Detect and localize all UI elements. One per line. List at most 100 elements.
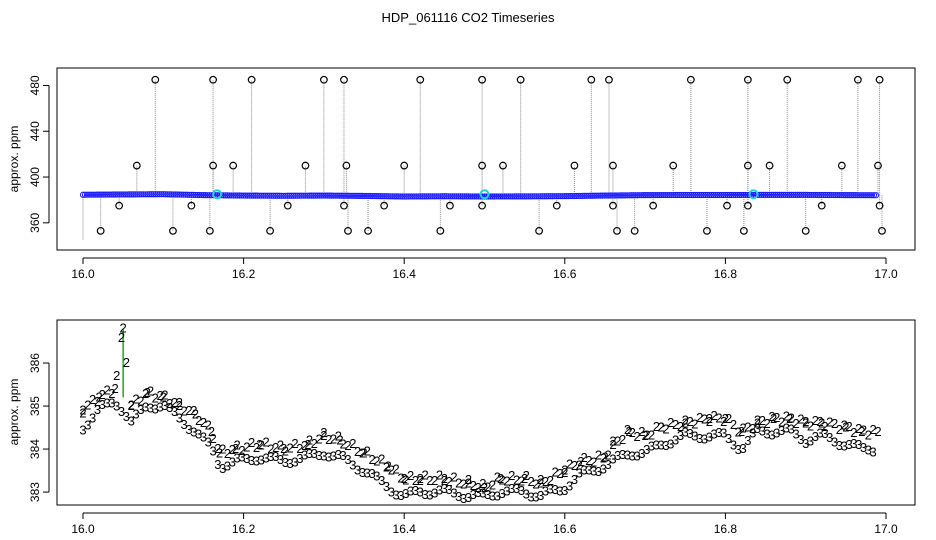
baseline-point	[246, 192, 253, 199]
baseline-point	[224, 192, 231, 199]
baseline-point	[726, 191, 733, 199]
series-2-point: 2	[192, 407, 199, 422]
series-3-marker: 3	[301, 448, 308, 463]
baseline-point	[605, 192, 613, 199]
baseline-point	[842, 192, 849, 199]
bottom-x-tick-label: 16.0	[71, 522, 95, 536]
series-2-marker: 2	[624, 422, 631, 437]
series-2-marker: 2	[619, 432, 626, 447]
series-3-marker: 3	[605, 457, 612, 472]
baseline-point	[362, 192, 370, 200]
baseline-point	[698, 191, 705, 199]
series-2-marker: 2	[272, 440, 279, 455]
series-3-marker: 3	[383, 479, 390, 494]
series-3-marker: 3	[306, 446, 313, 461]
baseline-point	[583, 192, 590, 199]
baseline-point	[132, 191, 139, 198]
series-3-marker: 3	[686, 426, 693, 441]
series-3-marker: 3	[296, 451, 303, 466]
baseline-point	[507, 193, 514, 200]
series-3-marker: 3	[691, 429, 698, 444]
baseline-point	[421, 193, 428, 200]
outlier-point	[535, 226, 544, 235]
series-3-marker: 3	[513, 481, 520, 496]
series-2-marker: 2	[195, 413, 202, 428]
series-3-marker: 3	[176, 411, 183, 426]
series-2-point: 2	[874, 424, 881, 439]
baseline-point	[354, 192, 362, 199]
baseline-point	[619, 192, 627, 199]
baseline-point	[611, 192, 619, 199]
baseline-point	[603, 192, 611, 199]
series-2-marker: 2	[479, 476, 486, 491]
series-3-marker: 3	[320, 449, 327, 464]
series-3-marker: 3	[195, 426, 202, 441]
baseline-point	[204, 192, 211, 199]
baseline-point	[150, 191, 157, 198]
baseline-point	[674, 191, 681, 199]
outlier-point	[570, 161, 579, 170]
baseline-point	[778, 191, 785, 198]
series-3-marker: 3	[682, 425, 689, 440]
top-x-tick-label: 16.6	[553, 267, 577, 281]
baseline-point	[818, 191, 825, 199]
baseline-point	[467, 193, 474, 200]
series-3-marker: 3	[166, 400, 173, 415]
baseline-point	[437, 193, 444, 200]
baseline-point	[774, 191, 781, 198]
series-3-marker: 3	[662, 438, 669, 453]
baseline-point	[112, 191, 119, 198]
baseline-point	[832, 191, 839, 199]
baseline-point	[513, 193, 520, 200]
baseline-point	[517, 193, 524, 200]
series-3-marker: 3	[609, 451, 616, 466]
baseline-point	[766, 191, 773, 198]
outlier-point	[743, 201, 752, 210]
series-2-marker: 2	[836, 422, 843, 437]
series-3-marker: 3	[576, 465, 583, 480]
series-3-marker: 3	[629, 449, 636, 464]
series-2-marker: 2	[778, 414, 785, 429]
bottom-panel-ylabel: approx. ppm	[7, 379, 21, 446]
series-3-marker: 3	[523, 487, 530, 502]
baseline-point	[710, 191, 717, 199]
baseline-point	[846, 192, 853, 199]
series-3-marker: 3	[470, 487, 477, 502]
series-2-marker: 2	[826, 415, 833, 430]
series-3-marker: 3	[171, 404, 178, 419]
series-3-marker: 3	[812, 429, 819, 444]
baseline-point	[118, 191, 125, 198]
baseline-point	[162, 191, 169, 198]
bottom-x-tick-label: 16.8	[714, 522, 738, 536]
series-2-marker: 2	[450, 469, 457, 484]
baseline-point	[254, 192, 261, 199]
baseline-point	[575, 192, 582, 200]
outlier-point	[416, 75, 425, 84]
series-2-marker: 2	[436, 468, 443, 483]
outlier-point	[380, 201, 389, 210]
baseline-point	[377, 193, 384, 200]
series-2-marker: 2	[764, 416, 771, 431]
outlier-point	[151, 75, 160, 84]
series-2-point: 2	[706, 411, 713, 426]
baseline-point	[595, 192, 603, 199]
series-3-marker: 3	[359, 465, 366, 480]
baseline-point	[758, 191, 765, 199]
baseline-point	[525, 193, 532, 200]
baseline-point	[178, 191, 185, 198]
series-3-marker: 3	[325, 450, 332, 465]
series-2-marker: 2	[166, 396, 173, 411]
series-2-point: 2	[216, 445, 223, 460]
outlier-point	[739, 226, 748, 235]
series-3-marker: 3	[258, 452, 265, 467]
baseline-point	[547, 193, 554, 200]
baseline-point	[302, 192, 309, 199]
baseline-point	[429, 193, 436, 200]
baseline-point	[798, 191, 805, 198]
top-panel-marks	[79, 75, 886, 240]
series-2-point: 2	[417, 471, 424, 486]
series-3-marker: 3	[354, 462, 361, 477]
series-2-marker: 2	[325, 432, 332, 447]
baseline-point	[228, 192, 235, 199]
baseline-point	[192, 191, 199, 199]
